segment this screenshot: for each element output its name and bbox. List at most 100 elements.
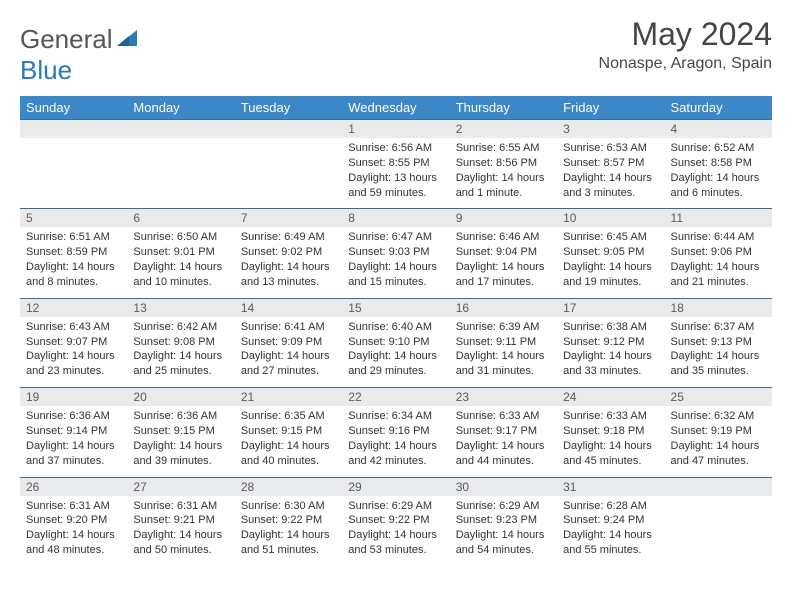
- calendar-cell: 8Sunrise: 6:47 AMSunset: 9:03 PMDaylight…: [342, 209, 449, 298]
- day-number: 31: [557, 478, 664, 496]
- dayhead-sun: Sunday: [20, 96, 127, 120]
- calendar-cell: 3Sunrise: 6:53 AMSunset: 8:57 PMDaylight…: [557, 120, 664, 209]
- calendar-cell: 23Sunrise: 6:33 AMSunset: 9:17 PMDayligh…: [450, 388, 557, 477]
- calendar-cell: [20, 120, 127, 209]
- day-number: 18: [665, 299, 772, 317]
- brand-word-2: Blue: [20, 55, 72, 85]
- day-number: 1: [342, 120, 449, 138]
- day-info: Sunrise: 6:55 AMSunset: 8:56 PMDaylight:…: [450, 138, 557, 208]
- day-info: Sunrise: 6:51 AMSunset: 8:59 PMDaylight:…: [20, 227, 127, 297]
- day-info: Sunrise: 6:31 AMSunset: 9:21 PMDaylight:…: [127, 496, 234, 566]
- day-info: Sunrise: 6:28 AMSunset: 9:24 PMDaylight:…: [557, 496, 664, 566]
- day-info: Sunrise: 6:38 AMSunset: 9:12 PMDaylight:…: [557, 317, 664, 387]
- day-number: 3: [557, 120, 664, 138]
- day-number: 19: [20, 388, 127, 406]
- brand-text: General Blue: [20, 24, 139, 86]
- calendar-cell: 22Sunrise: 6:34 AMSunset: 9:16 PMDayligh…: [342, 388, 449, 477]
- day-info: Sunrise: 6:36 AMSunset: 9:15 PMDaylight:…: [127, 406, 234, 476]
- dayhead-tue: Tuesday: [235, 96, 342, 120]
- calendar-cell: 12Sunrise: 6:43 AMSunset: 9:07 PMDayligh…: [20, 298, 127, 387]
- calendar-cell: 4Sunrise: 6:52 AMSunset: 8:58 PMDaylight…: [665, 120, 772, 209]
- header: General Blue May 2024 Nonaspe, Aragon, S…: [20, 16, 772, 86]
- day-info: Sunrise: 6:53 AMSunset: 8:57 PMDaylight:…: [557, 138, 664, 208]
- day-info: Sunrise: 6:52 AMSunset: 8:58 PMDaylight:…: [665, 138, 772, 208]
- day-info: Sunrise: 6:44 AMSunset: 9:06 PMDaylight:…: [665, 227, 772, 297]
- day-number: 28: [235, 478, 342, 496]
- calendar-cell: 20Sunrise: 6:36 AMSunset: 9:15 PMDayligh…: [127, 388, 234, 477]
- calendar-cell: 7Sunrise: 6:49 AMSunset: 9:02 PMDaylight…: [235, 209, 342, 298]
- day-number: 25: [665, 388, 772, 406]
- calendar-cell: 13Sunrise: 6:42 AMSunset: 9:08 PMDayligh…: [127, 298, 234, 387]
- day-number: 16: [450, 299, 557, 317]
- day-info: Sunrise: 6:43 AMSunset: 9:07 PMDaylight:…: [20, 317, 127, 387]
- month-title: May 2024: [599, 16, 772, 53]
- day-number: 2: [450, 120, 557, 138]
- location-text: Nonaspe, Aragon, Spain: [599, 55, 772, 73]
- calendar-cell: 19Sunrise: 6:36 AMSunset: 9:14 PMDayligh…: [20, 388, 127, 477]
- day-number: 22: [342, 388, 449, 406]
- day-number: 8: [342, 209, 449, 227]
- day-number: 15: [342, 299, 449, 317]
- calendar-cell: [665, 477, 772, 566]
- day-number: 21: [235, 388, 342, 406]
- day-number: 17: [557, 299, 664, 317]
- day-info: Sunrise: 6:36 AMSunset: 9:14 PMDaylight:…: [20, 406, 127, 476]
- day-info: Sunrise: 6:42 AMSunset: 9:08 PMDaylight:…: [127, 317, 234, 387]
- day-info: Sunrise: 6:33 AMSunset: 9:18 PMDaylight:…: [557, 406, 664, 476]
- day-info: Sunrise: 6:46 AMSunset: 9:04 PMDaylight:…: [450, 227, 557, 297]
- day-number: [665, 478, 772, 496]
- calendar-cell: 27Sunrise: 6:31 AMSunset: 9:21 PMDayligh…: [127, 477, 234, 566]
- day-number: 10: [557, 209, 664, 227]
- day-info: Sunrise: 6:33 AMSunset: 9:17 PMDaylight:…: [450, 406, 557, 476]
- day-info: Sunrise: 6:45 AMSunset: 9:05 PMDaylight:…: [557, 227, 664, 297]
- calendar-row: 19Sunrise: 6:36 AMSunset: 9:14 PMDayligh…: [20, 388, 772, 477]
- brand-logo: General Blue: [20, 16, 139, 86]
- day-number: 26: [20, 478, 127, 496]
- calendar-cell: 9Sunrise: 6:46 AMSunset: 9:04 PMDaylight…: [450, 209, 557, 298]
- day-info: Sunrise: 6:40 AMSunset: 9:10 PMDaylight:…: [342, 317, 449, 387]
- day-number: 6: [127, 209, 234, 227]
- day-number: 7: [235, 209, 342, 227]
- calendar-cell: 17Sunrise: 6:38 AMSunset: 9:12 PMDayligh…: [557, 298, 664, 387]
- calendar-row: 12Sunrise: 6:43 AMSunset: 9:07 PMDayligh…: [20, 298, 772, 387]
- calendar-cell: 24Sunrise: 6:33 AMSunset: 9:18 PMDayligh…: [557, 388, 664, 477]
- day-number: 20: [127, 388, 234, 406]
- calendar-cell: 25Sunrise: 6:32 AMSunset: 9:19 PMDayligh…: [665, 388, 772, 477]
- dayhead-wed: Wednesday: [342, 96, 449, 120]
- dayhead-fri: Friday: [557, 96, 664, 120]
- calendar-cell: 31Sunrise: 6:28 AMSunset: 9:24 PMDayligh…: [557, 477, 664, 566]
- calendar-cell: 10Sunrise: 6:45 AMSunset: 9:05 PMDayligh…: [557, 209, 664, 298]
- calendar-cell: [127, 120, 234, 209]
- day-number: 5: [20, 209, 127, 227]
- calendar-row: 26Sunrise: 6:31 AMSunset: 9:20 PMDayligh…: [20, 477, 772, 566]
- day-info: Sunrise: 6:39 AMSunset: 9:11 PMDaylight:…: [450, 317, 557, 387]
- calendar-cell: 18Sunrise: 6:37 AMSunset: 9:13 PMDayligh…: [665, 298, 772, 387]
- day-info: Sunrise: 6:41 AMSunset: 9:09 PMDaylight:…: [235, 317, 342, 387]
- calendar-row: 1Sunrise: 6:56 AMSunset: 8:55 PMDaylight…: [20, 120, 772, 209]
- day-number: 14: [235, 299, 342, 317]
- calendar-body: 1Sunrise: 6:56 AMSunset: 8:55 PMDaylight…: [20, 120, 772, 566]
- day-number: [235, 120, 342, 138]
- day-info: Sunrise: 6:29 AMSunset: 9:23 PMDaylight:…: [450, 496, 557, 566]
- calendar-cell: 6Sunrise: 6:50 AMSunset: 9:01 PMDaylight…: [127, 209, 234, 298]
- day-info: Sunrise: 6:35 AMSunset: 9:15 PMDaylight:…: [235, 406, 342, 476]
- day-number: 9: [450, 209, 557, 227]
- day-info: Sunrise: 6:31 AMSunset: 9:20 PMDaylight:…: [20, 496, 127, 566]
- calendar-cell: 1Sunrise: 6:56 AMSunset: 8:55 PMDaylight…: [342, 120, 449, 209]
- day-number: 24: [557, 388, 664, 406]
- calendar-cell: 15Sunrise: 6:40 AMSunset: 9:10 PMDayligh…: [342, 298, 449, 387]
- day-number: 23: [450, 388, 557, 406]
- day-info: Sunrise: 6:29 AMSunset: 9:22 PMDaylight:…: [342, 496, 449, 566]
- calendar-cell: 29Sunrise: 6:29 AMSunset: 9:22 PMDayligh…: [342, 477, 449, 566]
- calendar-cell: 21Sunrise: 6:35 AMSunset: 9:15 PMDayligh…: [235, 388, 342, 477]
- day-number: 13: [127, 299, 234, 317]
- day-info: Sunrise: 6:50 AMSunset: 9:01 PMDaylight:…: [127, 227, 234, 297]
- calendar-cell: 30Sunrise: 6:29 AMSunset: 9:23 PMDayligh…: [450, 477, 557, 566]
- day-info: Sunrise: 6:32 AMSunset: 9:19 PMDaylight:…: [665, 406, 772, 476]
- dayhead-thu: Thursday: [450, 96, 557, 120]
- calendar-table: Sunday Monday Tuesday Wednesday Thursday…: [20, 96, 772, 566]
- calendar-cell: [235, 120, 342, 209]
- day-number: 4: [665, 120, 772, 138]
- calendar-cell: 16Sunrise: 6:39 AMSunset: 9:11 PMDayligh…: [450, 298, 557, 387]
- brand-sail-icon: [115, 24, 139, 44]
